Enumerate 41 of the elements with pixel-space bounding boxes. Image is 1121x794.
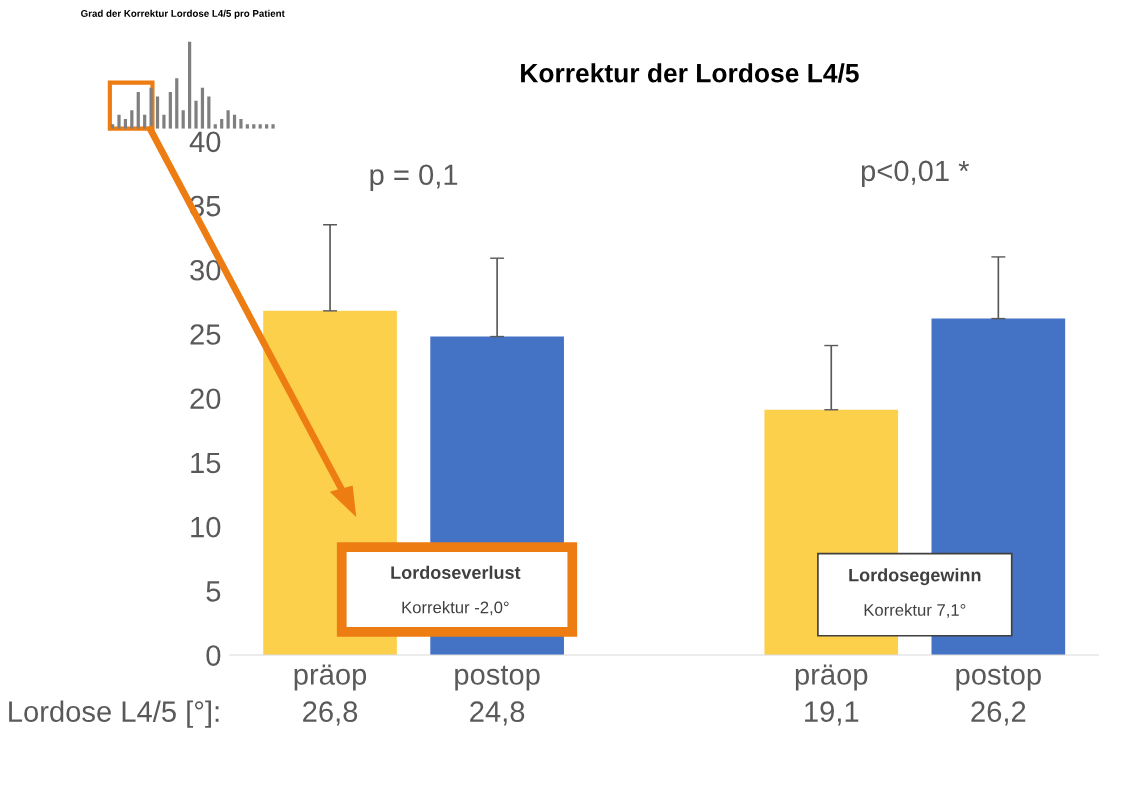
x-tick-label: postop: [956, 665, 1041, 691]
y-tick-label: 40: [189, 131, 221, 153]
annotation: p = 0,1: [370, 164, 458, 191]
bar: [271, 124, 275, 129]
bar: [136, 92, 140, 129]
x-tick-label: präop: [795, 664, 868, 691]
annotation: p<0,01 *: [861, 160, 970, 188]
bar: [175, 78, 179, 129]
x-tick-label: postop: [455, 665, 540, 691]
y-tick-label: 5: [206, 581, 221, 602]
y-tick-label: 20: [190, 388, 221, 410]
y-tick-label: 0: [206, 645, 221, 666]
bar: [207, 96, 211, 129]
bar: [130, 110, 134, 129]
bar: [188, 41, 192, 129]
chart-title: Korrektur der Lordose L4/5: [521, 63, 859, 83]
x-tick-label: präop: [294, 664, 367, 691]
data-label: 26,8: [303, 701, 358, 726]
annotation: Lordosegewinn: [849, 568, 981, 586]
y-tick-label: 15: [191, 452, 221, 474]
text: Lordose L4/5 [°]:: [9, 700, 219, 728]
data-label: 19,1: [805, 701, 859, 726]
annotation: Korrektur 7,1°: [864, 603, 966, 618]
bar: [155, 96, 160, 129]
bar: [226, 110, 230, 129]
bar: [194, 100, 198, 129]
y-tick-label: 10: [191, 516, 221, 538]
y-tick-label: 30: [190, 259, 221, 281]
chart-title: Grad der Korrektur Lordose L4/5 pro Patient: [81, 9, 285, 19]
bar: [117, 114, 121, 129]
data-label: 26,2: [971, 701, 1026, 726]
data-label: 24,8: [470, 701, 525, 726]
y-tick-label: 25: [190, 324, 221, 345]
bar: [168, 92, 172, 129]
bar: [162, 114, 166, 129]
annotation: Lordoseverlust: [391, 565, 521, 579]
bar: [200, 87, 205, 129]
bar: [181, 110, 185, 129]
bar: [239, 119, 243, 129]
annotation: Korrektur -2,0°: [402, 601, 509, 616]
bar: [149, 87, 153, 129]
